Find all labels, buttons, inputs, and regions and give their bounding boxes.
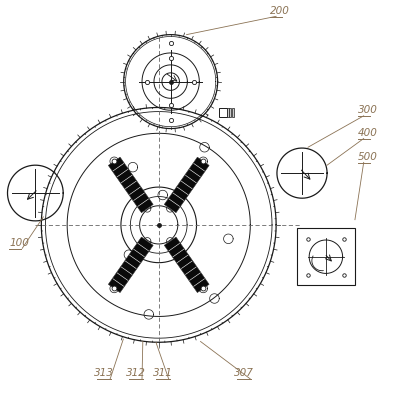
Bar — [227, 108, 229, 117]
Bar — [229, 108, 231, 117]
Text: 307: 307 — [234, 368, 254, 378]
Bar — [232, 108, 234, 117]
Text: 311: 311 — [153, 368, 173, 378]
Bar — [219, 108, 227, 117]
Text: 400: 400 — [358, 128, 378, 138]
Text: 313: 313 — [94, 368, 114, 378]
Text: 500: 500 — [358, 152, 378, 162]
Polygon shape — [164, 157, 209, 213]
Text: 312: 312 — [126, 368, 146, 378]
Bar — [297, 228, 355, 285]
Text: 100: 100 — [9, 238, 29, 248]
Text: 200: 200 — [270, 6, 290, 16]
Polygon shape — [108, 157, 153, 213]
Polygon shape — [164, 237, 209, 293]
Polygon shape — [108, 237, 153, 293]
Text: 300: 300 — [358, 105, 378, 115]
